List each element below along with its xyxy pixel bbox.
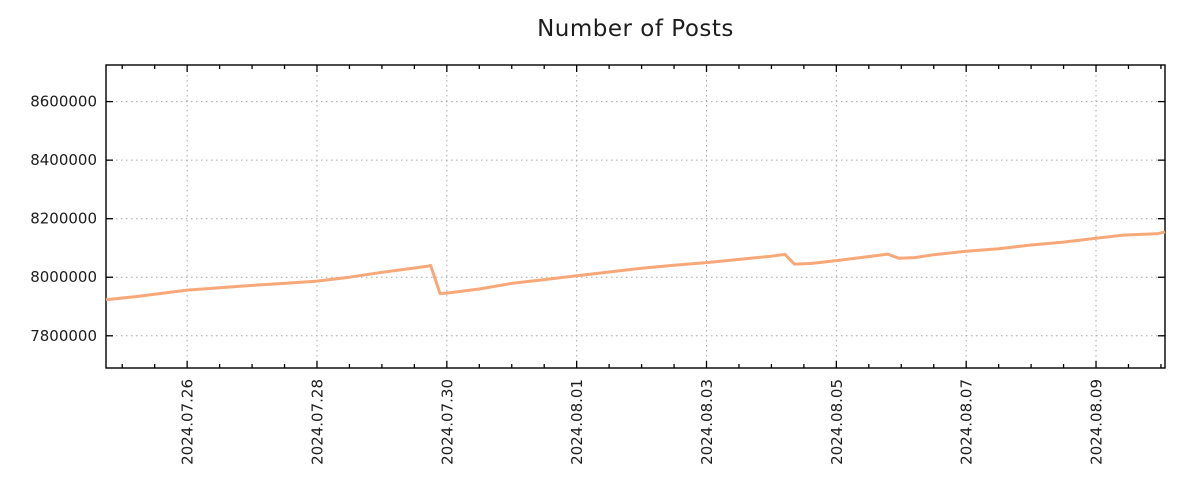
- y-tick-label: 8000000: [30, 268, 97, 286]
- y-tick-label: 8200000: [30, 210, 97, 228]
- y-tick-label: 8400000: [30, 151, 97, 169]
- x-tick-label: 2024.08.03: [698, 379, 716, 465]
- x-tick-label: 2024.07.26: [179, 379, 197, 465]
- x-tick-label: 2024.08.01: [568, 379, 586, 465]
- y-tick-label: 7800000: [30, 327, 97, 345]
- plot-border: [105, 64, 1166, 369]
- chart-title: Number of Posts: [537, 16, 734, 42]
- x-tick-label: 2024.07.28: [308, 379, 326, 465]
- series-line-number-of-posts: [105, 230, 1166, 302]
- x-tick-label: 2024.08.09: [1088, 379, 1106, 465]
- y-tick-label: 8600000: [30, 93, 97, 111]
- x-tick-label: 2024.07.30: [438, 379, 456, 465]
- x-tick-label: 2024.08.07: [958, 379, 976, 465]
- x-tick-label: 2024.08.05: [828, 379, 846, 465]
